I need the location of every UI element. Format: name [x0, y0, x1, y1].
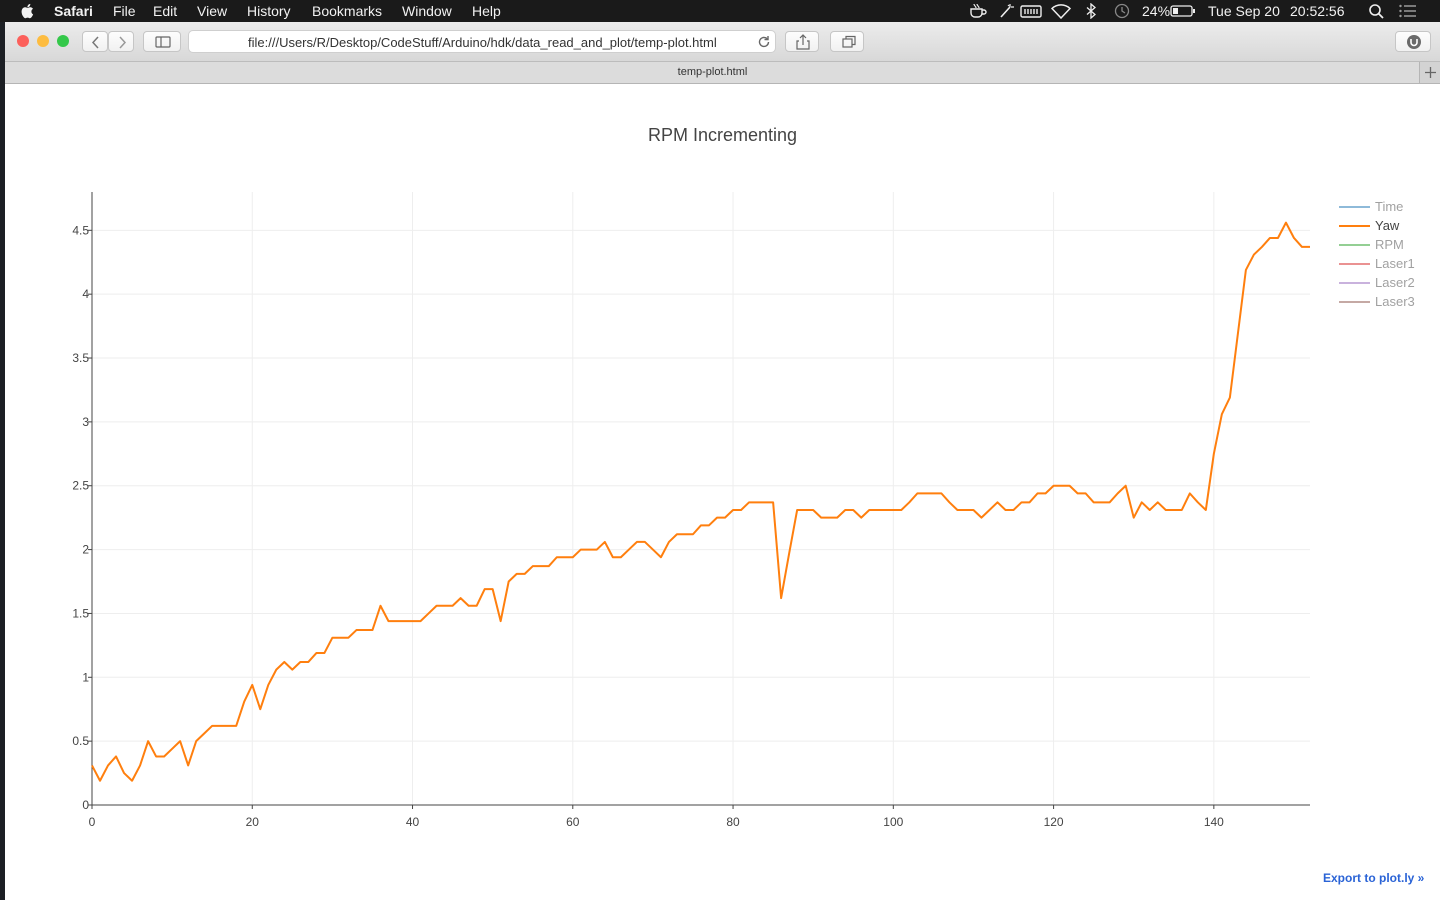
memory-icon[interactable]	[1020, 3, 1042, 19]
reload-icon[interactable]	[756, 34, 772, 50]
legend-swatch	[1339, 206, 1370, 208]
legend-label: Laser3	[1375, 294, 1415, 309]
menu-view[interactable]: View	[197, 3, 228, 19]
legend-swatch	[1339, 225, 1370, 227]
legend-label: Time	[1375, 199, 1404, 214]
browser-toolbar: file:///Users/R/Desktop/CodeStuff/Arduin…	[5, 22, 1440, 62]
x-tick-label: 0	[89, 815, 96, 829]
legend-swatch	[1339, 282, 1370, 284]
show-tabs-button[interactable]	[830, 31, 864, 52]
y-tick-label: 4	[82, 287, 89, 301]
legend-label: Laser2	[1375, 275, 1415, 290]
legend-item-rpm[interactable]: RPM	[1339, 235, 1439, 254]
legend-item-laser1[interactable]: Laser1	[1339, 254, 1439, 273]
legend-swatch	[1339, 244, 1370, 246]
chevron-right-icon	[119, 36, 127, 49]
series-line-yaw	[91, 221, 1310, 782]
wifi-icon[interactable]	[1051, 3, 1071, 19]
sidebar-icon	[155, 36, 171, 48]
tabs-overview-icon	[842, 35, 856, 48]
tab-bar: temp-plot.html	[5, 62, 1440, 84]
share-icon	[796, 34, 810, 50]
ublock-shield-icon	[1407, 35, 1421, 49]
coffee-icon[interactable]	[968, 3, 988, 19]
menu-bookmarks[interactable]: Bookmarks	[312, 3, 383, 19]
menu-help[interactable]: Help	[472, 3, 501, 19]
x-tick-label: 20	[246, 815, 260, 829]
y-tick-label: 1	[82, 670, 89, 684]
x-tick-label: 100	[883, 815, 903, 829]
legend-swatch	[1339, 263, 1370, 265]
menubar-clock[interactable]: 20:52:56	[1290, 3, 1345, 19]
y-tick-label: 3	[82, 415, 89, 429]
new-tab-button[interactable]	[1419, 62, 1440, 83]
y-tick-label: 0.5	[72, 734, 89, 748]
bluetooth-icon[interactable]	[1085, 3, 1097, 19]
share-button[interactable]	[785, 31, 819, 52]
address-url[interactable]: file:///Users/R/Desktop/CodeStuff/Arduin…	[248, 35, 717, 50]
address-bar[interactable]: file:///Users/R/Desktop/CodeStuff/Arduin…	[188, 30, 776, 53]
x-tick-label: 140	[1204, 815, 1224, 829]
y-tick-label: 0	[82, 798, 89, 812]
plus-icon	[1425, 67, 1436, 78]
minimize-window-button[interactable]	[37, 35, 49, 47]
notification-center-icon[interactable]	[1398, 3, 1418, 19]
y-tick-label: 1.5	[72, 606, 89, 620]
line-chart[interactable]: 0 0.5 1 1.5 2 2.5 3 3.5 4 4.5 0 20 40 60 80 100 120 140	[5, 84, 1440, 900]
legend-item-laser3[interactable]: Laser3	[1339, 292, 1439, 311]
x-tick-label: 60	[566, 815, 580, 829]
y-tick-label: 2.5	[72, 479, 89, 493]
active-tab[interactable]: temp-plot.html	[677, 66, 748, 78]
legend-item-time[interactable]: Time	[1339, 197, 1439, 216]
menu-edit[interactable]: Edit	[153, 3, 178, 19]
legend-label: Laser1	[1375, 256, 1415, 271]
apple-icon[interactable]	[20, 3, 34, 19]
menu-bar: Safari File Edit View History Bookmarks …	[0, 0, 1440, 22]
legend-item-yaw[interactable]: Yaw	[1339, 216, 1439, 235]
menubar-date: Tue Sep 20	[1208, 3, 1280, 19]
zoom-window-button[interactable]	[57, 35, 69, 47]
menu-window[interactable]: Window	[402, 3, 452, 19]
battery-icon[interactable]	[1170, 3, 1196, 19]
legend-label: RPM	[1375, 237, 1404, 252]
y-tick-label: 2	[82, 543, 89, 557]
menu-file[interactable]: File	[113, 3, 136, 19]
legend-item-laser2[interactable]: Laser2	[1339, 273, 1439, 292]
chart-title: RPM Incrementing	[647, 125, 798, 145]
x-tick-label: 120	[1044, 815, 1064, 829]
extension-button[interactable]	[1395, 31, 1431, 52]
legend-label: Yaw	[1375, 218, 1400, 233]
menu-app-name[interactable]: Safari	[54, 3, 93, 19]
x-tick-label: 80	[726, 815, 740, 829]
export-to-plotly-link[interactable]: Export to plot.ly »	[1323, 871, 1425, 885]
y-tick-label: 4.5	[72, 223, 89, 237]
y-tick-label: 3.5	[72, 351, 89, 365]
forward-button[interactable]	[108, 31, 134, 52]
menu-history[interactable]: History	[247, 3, 291, 19]
legend-swatch	[1339, 301, 1370, 303]
chevron-left-icon	[91, 36, 99, 49]
safari-window: file:///Users/R/Desktop/CodeStuff/Arduin…	[5, 22, 1440, 900]
sidebar-button[interactable]	[143, 31, 181, 52]
back-button[interactable]	[82, 31, 108, 52]
page-content: RPM Incrementing 0 0.5 1 1.5 2 2.5 3 3.5 4 4.5 0 20…	[5, 84, 1440, 900]
spotlight-icon[interactable]	[1368, 3, 1386, 19]
x-tick-label: 40	[406, 815, 420, 829]
close-window-button[interactable]	[17, 35, 29, 47]
battery-percent: 24%	[1142, 3, 1171, 19]
time-machine-icon[interactable]	[1111, 3, 1131, 19]
wand-icon[interactable]	[998, 3, 1014, 19]
